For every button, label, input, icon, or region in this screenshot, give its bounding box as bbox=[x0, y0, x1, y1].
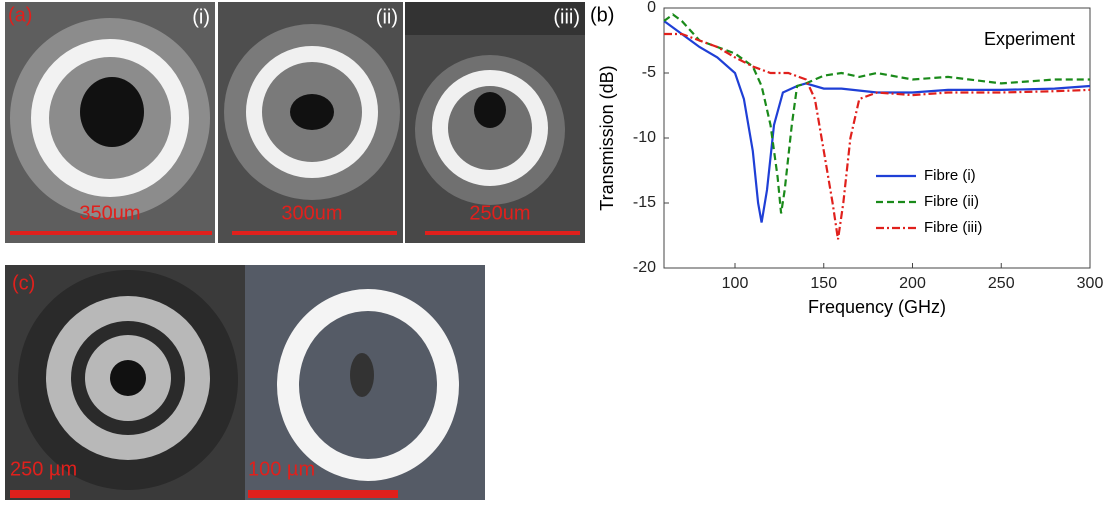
scale-label: 250um bbox=[469, 202, 530, 224]
series-line bbox=[664, 32, 1091, 240]
series-line bbox=[663, 20, 1091, 223]
fibre-label: (i) bbox=[192, 6, 210, 28]
scale-label: 300um bbox=[281, 202, 342, 224]
legend-label: Fibre (iii) bbox=[924, 219, 982, 236]
y-tick-label: 0 bbox=[647, 0, 656, 16]
y-tick-label: -15 bbox=[633, 194, 656, 211]
y-tick-label: -10 bbox=[633, 129, 656, 146]
scale-bar bbox=[10, 490, 70, 498]
series-line bbox=[663, 13, 1090, 214]
scale-label: 100 µm bbox=[248, 458, 315, 480]
x-tick-label: 100 bbox=[722, 275, 749, 292]
photo-c-right bbox=[245, 265, 485, 500]
y-tick-label: -5 bbox=[642, 64, 656, 81]
panel-label: (a) bbox=[8, 4, 32, 26]
legend-label: Fibre (i) bbox=[924, 167, 976, 184]
panel-label: (c) bbox=[12, 272, 35, 294]
photo-c-left bbox=[5, 265, 245, 500]
x-axis-label: Frequency (GHz) bbox=[808, 297, 946, 317]
fibre-label: (iii) bbox=[553, 6, 580, 28]
fibre-label: (ii) bbox=[376, 6, 398, 28]
scale-label: 350um bbox=[79, 202, 140, 224]
scale-bar bbox=[248, 490, 398, 498]
x-tick-label: 300 bbox=[1077, 275, 1104, 292]
y-tick-label: -20 bbox=[633, 259, 656, 276]
photo-a-iii bbox=[405, 2, 585, 243]
scale-label: 250 µm bbox=[10, 458, 77, 480]
annotation: Experiment bbox=[984, 29, 1075, 49]
legend-label: Fibre (ii) bbox=[924, 193, 979, 210]
x-tick-label: 200 bbox=[899, 275, 926, 292]
x-tick-label: 250 bbox=[988, 275, 1015, 292]
x-tick-label: 150 bbox=[810, 275, 837, 292]
photo-a-i bbox=[5, 2, 215, 243]
panel-label: (b) bbox=[590, 4, 614, 26]
photo-a-ii bbox=[218, 2, 403, 243]
y-axis-label: Transmission (dB) bbox=[597, 65, 617, 210]
